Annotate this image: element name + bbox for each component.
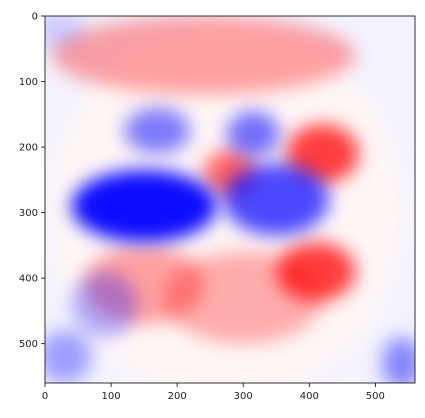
x-tick-label: 300: [234, 391, 253, 402]
y-tick-label: 400: [19, 274, 38, 285]
x-tick-label: 0: [42, 391, 48, 402]
y-tick-label: 200: [19, 143, 38, 154]
heatmap-region-negative: [381, 337, 415, 383]
axes-frame: [44, 15, 416, 384]
x-tick-label: 100: [102, 391, 121, 402]
heatmap-region-positive: [286, 124, 359, 184]
heatmap-region-negative: [124, 107, 191, 154]
heatmap-region-positive: [51, 16, 356, 95]
plot-area: [44, 15, 416, 384]
y-tick-label: 0: [32, 12, 38, 23]
x-tick-label: 500: [366, 391, 385, 402]
x-tick-label: 200: [168, 391, 187, 402]
heatmap-region-negative: [71, 271, 138, 338]
y-tick-label: 100: [19, 77, 38, 88]
heatmap-region-negative: [45, 16, 85, 49]
heatmap-region-negative: [45, 330, 92, 383]
heatmap-region-negative: [226, 111, 280, 157]
y-tick-label: 300: [19, 208, 38, 219]
heatmap-region-negative: [223, 163, 330, 236]
x-axis: 0 100 200 300 400 500: [42, 383, 385, 402]
heatmap-region-positive: [163, 251, 323, 344]
x-tick-label: 400: [300, 391, 319, 402]
heatmap-region-negative: [71, 170, 217, 243]
y-axis: 0 100 200 300 400 500: [19, 12, 45, 350]
heatmap-regions: [45, 16, 415, 383]
y-tick-label: 500: [19, 339, 38, 350]
